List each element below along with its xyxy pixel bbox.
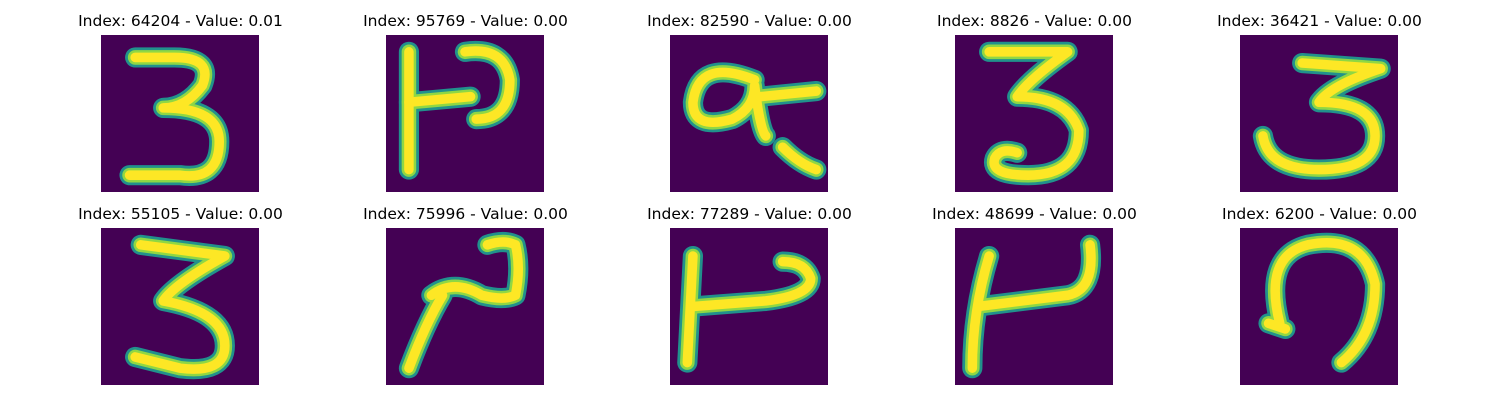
digit-glyph	[119, 47, 230, 186]
panel-title: Index: 36421 - Value: 0.00	[1217, 12, 1422, 30]
digit-glyph	[962, 234, 1101, 379]
digit-image	[386, 35, 544, 192]
digit-image	[101, 228, 259, 385]
panel-title: Index: 82590 - Value: 0.00	[647, 12, 852, 30]
digit-glyph	[979, 41, 1089, 186]
panel-title: Index: 95769 - Value: 0.00	[363, 12, 568, 30]
digit-glyph	[677, 245, 821, 373]
panel-title: Index: 55105 - Value: 0.00	[78, 205, 283, 223]
panel-8: Index: 77289 - Value: 0.00	[607, 193, 892, 385]
digit-image	[1240, 228, 1398, 385]
panel-10: Index: 6200 - Value: 0.00	[1177, 193, 1462, 385]
panel-title: Index: 48699 - Value: 0.00	[932, 205, 1137, 223]
digit-image	[101, 35, 259, 192]
digit-glyph	[125, 234, 235, 380]
panel-5: Index: 36421 - Value: 0.00	[1177, 0, 1462, 192]
panel-title: Index: 77289 - Value: 0.00	[647, 205, 852, 223]
panel-title: Index: 64204 - Value: 0.01	[78, 12, 283, 30]
digit-glyph	[1258, 232, 1386, 373]
panel-6: Index: 55105 - Value: 0.00	[38, 193, 323, 385]
panel-2: Index: 95769 - Value: 0.00	[323, 0, 608, 192]
digit-image	[955, 228, 1113, 385]
panel-4: Index: 8826 - Value: 0.00	[892, 0, 1177, 192]
panel-title: Index: 75996 - Value: 0.00	[363, 205, 568, 223]
panel-3: Index: 82590 - Value: 0.00	[607, 0, 892, 192]
digit-image	[955, 35, 1113, 192]
panel-7: Index: 75996 - Value: 0.00	[323, 193, 608, 385]
digit-image	[670, 35, 828, 192]
digit-glyph	[398, 231, 529, 379]
digit-glyph	[1252, 52, 1391, 180]
panel-title: Index: 6200 - Value: 0.00	[1222, 205, 1417, 223]
panel-9: Index: 48699 - Value: 0.00	[892, 193, 1177, 385]
digit-glyph	[682, 62, 827, 180]
digit-image	[670, 228, 828, 385]
panel-title: Index: 8826 - Value: 0.00	[937, 12, 1132, 30]
digit-image	[386, 228, 544, 385]
digit-glyph	[398, 40, 520, 180]
digit-image	[1240, 35, 1398, 192]
panel-1: Index: 64204 - Value: 0.01	[38, 0, 323, 192]
